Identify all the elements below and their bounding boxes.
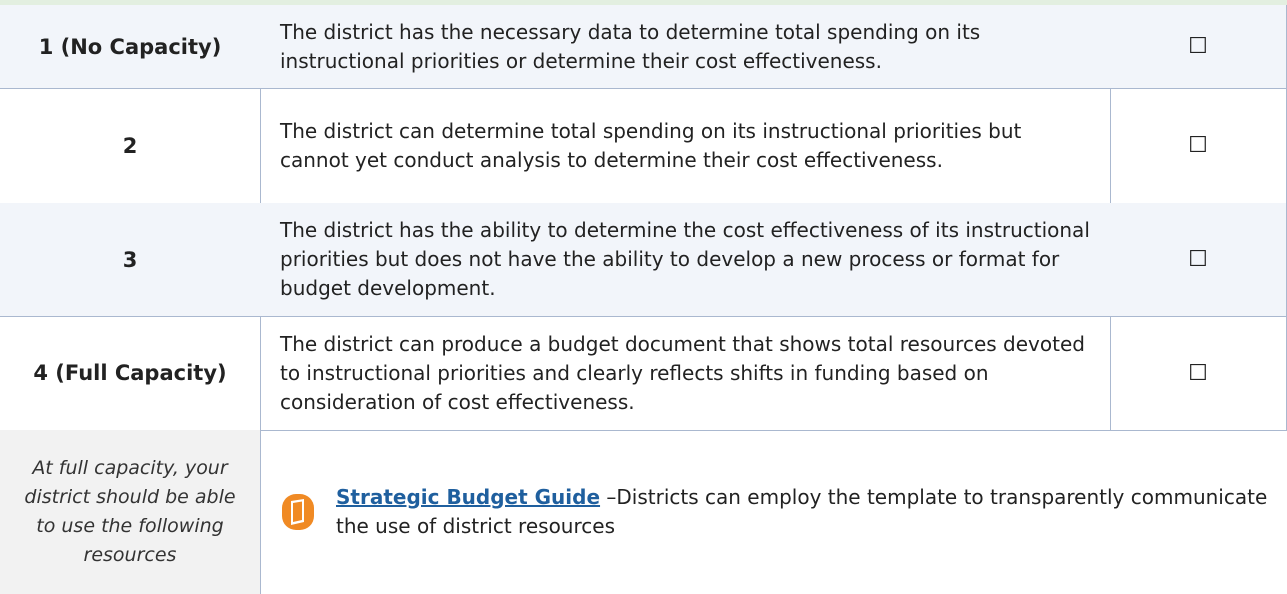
resource-text: Strategic Budget Guide –Districts can em…: [336, 483, 1287, 541]
description-cell: The district has the necessary data to d…: [260, 5, 1111, 89]
checkbox[interactable]: ☐: [1110, 316, 1287, 431]
checkbox[interactable]: ☐: [1110, 203, 1287, 317]
note-cell: At full capacity, your district should b…: [0, 430, 261, 594]
description-cell: The district has the ability to determin…: [260, 203, 1111, 317]
resources-cell: Strategic Budget Guide –Districts can em…: [260, 430, 1287, 594]
level-cell: 4 (Full Capacity): [0, 316, 261, 431]
resource-link[interactable]: Strategic Budget Guide: [336, 485, 601, 509]
header-band: [0, 0, 1287, 5]
level-cell: 1 (No Capacity): [0, 5, 261, 89]
level-cell: 2: [0, 88, 261, 204]
description-cell: The district can produce a budget docume…: [260, 316, 1111, 431]
book-icon: [282, 494, 314, 530]
description-cell: The district can determine total spendin…: [260, 88, 1111, 204]
resource-description: –Districts can employ the template to tr…: [336, 485, 1268, 538]
checkbox[interactable]: ☐: [1110, 5, 1287, 89]
checkbox[interactable]: ☐: [1110, 88, 1287, 204]
level-cell: 3: [0, 203, 261, 317]
